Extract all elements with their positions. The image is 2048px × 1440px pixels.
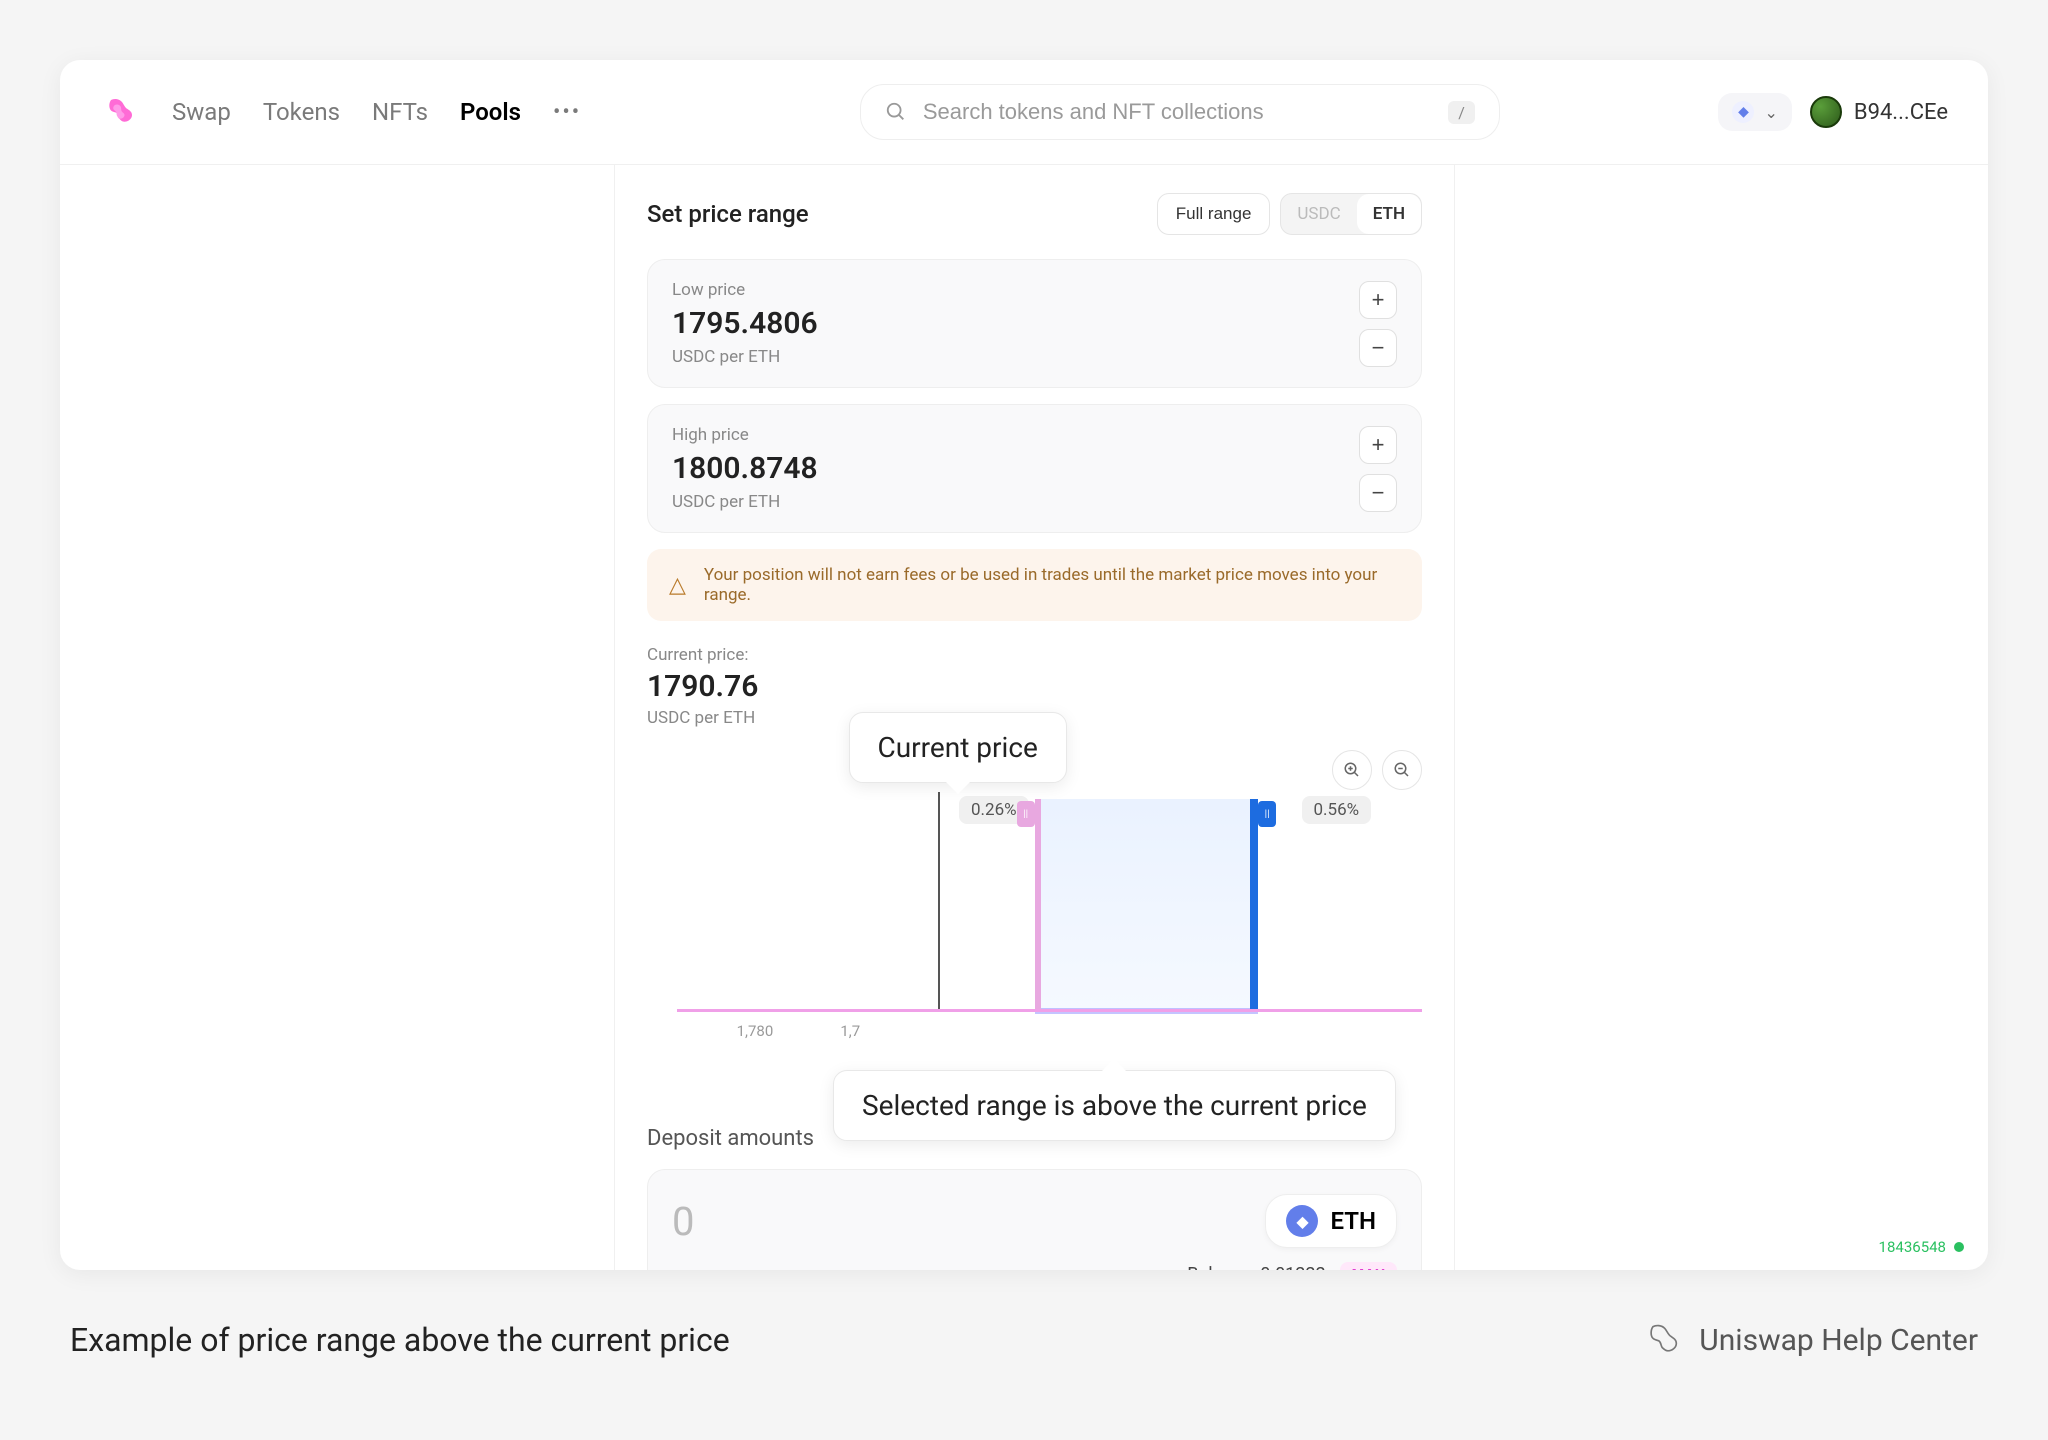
high-price-increment-button[interactable]: +	[1359, 426, 1397, 464]
current-price-value: 1790.76	[647, 669, 1422, 704]
chart-x-ticks: 1,780 1,7	[677, 1022, 1422, 1040]
network-selector[interactable]: ◆ ⌄	[1718, 93, 1791, 131]
current-price-callout: Current price	[849, 712, 1067, 783]
high-price-box: High price 1800.8748 USDC per ETH + −	[647, 404, 1422, 533]
high-price-decrement-button[interactable]: −	[1359, 474, 1397, 512]
current-price-label: Current price:	[647, 645, 1422, 665]
range-handle-left[interactable]: ||	[1035, 799, 1041, 1009]
deposit-box: 0 ◆ ETH - Balance: 0.01222 MAX	[647, 1169, 1422, 1270]
deposit-balance: Balance: 0.01222	[1187, 1264, 1325, 1270]
topbar: Swap Tokens NFTs Pools ••• / ◆ ⌄ B94...C…	[60, 60, 1988, 165]
deposit-token-symbol: ETH	[1330, 1207, 1376, 1235]
low-price-box: Low price 1795.4806 USDC per ETH + −	[647, 259, 1422, 388]
nav-tokens[interactable]: Tokens	[263, 98, 340, 126]
token-toggle-usdc[interactable]: USDC	[1281, 194, 1356, 234]
right-gutter	[1455, 165, 1988, 1270]
ethereum-icon: ◆	[1286, 1205, 1318, 1237]
search-icon	[885, 101, 907, 123]
nav-pools[interactable]: Pools	[460, 98, 521, 126]
wallet-address: B94...CEe	[1854, 100, 1948, 125]
main-nav: Swap Tokens NFTs Pools •••	[172, 98, 581, 126]
wallet-avatar-icon	[1810, 96, 1842, 128]
search-shortcut-badge: /	[1448, 101, 1475, 124]
section-title: Set price range	[647, 200, 809, 228]
block-number-indicator: 18436548	[1879, 1238, 1964, 1256]
zoom-in-icon	[1343, 761, 1361, 779]
app-frame: Swap Tokens NFTs Pools ••• / ◆ ⌄ B94...C…	[60, 60, 1988, 1270]
uniswap-logo[interactable]	[100, 92, 140, 132]
warning-triangle-icon: △	[669, 573, 686, 598]
high-price-stepper: + −	[1359, 426, 1397, 512]
x-tick-1: 1,780	[737, 1022, 774, 1040]
low-price-decrement-button[interactable]: −	[1359, 329, 1397, 367]
zoom-in-button[interactable]	[1332, 750, 1372, 790]
chevron-down-icon: ⌄	[1764, 103, 1777, 122]
unicorn-icon	[102, 94, 138, 130]
unicorn-outline-icon	[1643, 1320, 1683, 1360]
high-price-value: 1800.8748	[672, 451, 818, 486]
low-price-value: 1795.4806	[672, 306, 818, 341]
low-price-label: Low price	[672, 280, 818, 300]
deposit-token-selector[interactable]: ◆ ETH	[1265, 1194, 1397, 1248]
help-center-label: Uniswap Help Center	[1699, 1323, 1978, 1358]
current-price-line	[938, 792, 940, 1012]
low-price-stepper: + −	[1359, 281, 1397, 367]
range-handle-right[interactable]: ||	[1250, 799, 1258, 1009]
high-price-unit: USDC per ETH	[672, 492, 818, 512]
deposit-amount-input[interactable]: 0	[672, 1198, 694, 1245]
full-range-button[interactable]: Full range	[1157, 193, 1271, 235]
range-position-callout: Selected range is above the current pric…	[833, 1070, 1396, 1141]
nav-swap[interactable]: Swap	[172, 98, 231, 126]
help-center-attribution: Uniswap Help Center	[1643, 1320, 1978, 1360]
chart-baseline	[677, 1009, 1422, 1012]
nav-nfts[interactable]: NFTs	[372, 98, 428, 126]
high-price-label: High price	[672, 425, 818, 445]
range-fill	[1035, 799, 1259, 1009]
search-input[interactable]	[923, 99, 1432, 125]
zoom-out-button[interactable]	[1382, 750, 1422, 790]
ethereum-icon: ◆	[1732, 101, 1754, 123]
content-area: Set price range Full range USDC ETH Low …	[60, 165, 1988, 1270]
low-price-increment-button[interactable]: +	[1359, 281, 1397, 319]
deposit-usd-value: -	[672, 1264, 677, 1270]
search-bar[interactable]: /	[860, 84, 1500, 140]
main-panel: Set price range Full range USDC ETH Low …	[615, 165, 1455, 1270]
status-dot-icon	[1954, 1242, 1964, 1252]
max-button[interactable]: MAX	[1340, 1262, 1397, 1270]
left-gutter	[60, 165, 615, 1270]
block-number: 18436548	[1879, 1238, 1946, 1256]
x-tick-2: 1,7	[840, 1022, 860, 1040]
low-price-unit: USDC per ETH	[672, 347, 818, 367]
wallet-button[interactable]: B94...CEe	[1810, 96, 1948, 128]
token-pair-toggle[interactable]: USDC ETH	[1280, 193, 1422, 235]
zoom-out-icon	[1393, 761, 1411, 779]
warning-banner: △ Your position will not earn fees or be…	[647, 549, 1422, 621]
warning-text: Your position will not earn fees or be u…	[704, 565, 1400, 605]
figure-caption: Example of price range above the current…	[70, 1321, 730, 1359]
price-range-chart: Current price Selected range is above th…	[647, 740, 1422, 1050]
token-toggle-eth[interactable]: ETH	[1357, 194, 1421, 234]
nav-more-icon[interactable]: •••	[553, 100, 581, 125]
